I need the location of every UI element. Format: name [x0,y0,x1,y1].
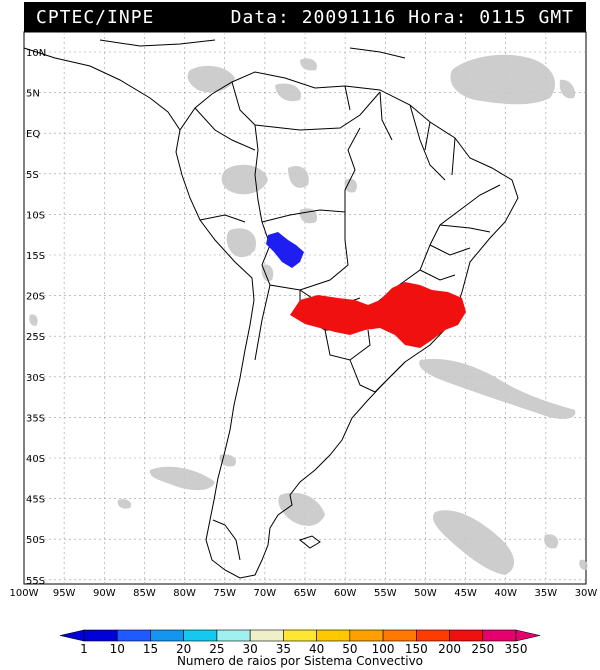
colorbar-tick-label: 10 [110,642,125,656]
lat-label: 15S [26,251,45,262]
colorbar-arrow-right [515,629,541,642]
colorbar-arrow-left [59,629,85,642]
colorbar-tick-label: 15 [143,642,158,656]
colorbar-ticks: 1 10 15 20 25 30 35 40 50 100 150 200 250 350 [80,642,527,656]
colorbar-swatch [116,629,151,642]
lon-label: 55W [374,588,397,599]
lon-label: 70W [254,588,277,599]
lon-label: 90W [93,588,116,599]
colorbar-tick-label: 50 [342,642,357,656]
lon-label: 50W [414,588,437,599]
timezone-label: GMT [538,7,574,28]
datetime-label: Data: 20091116 Hora: 0115 GMT [231,7,574,28]
lat-label: 10S [26,210,45,221]
coastlines-and-borders [23,39,519,579]
lat-label: 50S [26,535,45,546]
colorbar-swatch [283,629,317,642]
lat-label: 55S [26,576,45,587]
lon-label: 65W [294,588,317,599]
colorbar-tick-label: 35 [276,642,291,656]
colorbar-swatch [349,629,384,642]
colorbar-tick-label: 20 [176,642,191,656]
latitude-labels: 10N 5N EQ 5S 10S 15S 20S 25S 30S 35S 40S 45S 50S 55S [26,48,46,587]
colorbar-title: Numero de raios por Sistema Convectivo [176,654,424,668]
source-label: CPTEC/INPE [36,7,155,28]
colorbar-tick-label: 40 [309,642,324,656]
lon-label: 60W [334,588,357,599]
lat-label: EQ [26,129,40,140]
lat-label: 20S [26,292,45,303]
lat-label: 35S [26,413,45,424]
lat-label: 5S [26,170,39,181]
colorbar: 1 10 15 20 25 30 35 40 50 100 150 200 250 350 [59,629,541,656]
colorbar-swatch [249,629,284,642]
colorbar-tick-label: 350 [505,642,528,656]
lon-label: 40W [494,588,517,599]
lon-label: 45W [454,588,477,599]
lat-label: 5N [26,89,40,100]
map-canvas: 10N5NEQ5S10S15S20S25S30S35S40S45S50S55S … [10,31,598,599]
colorbar-swatch [416,629,450,642]
colorbar-swatch [150,629,184,642]
lon-label: 35W [535,588,558,599]
colorbar-swatches [59,629,541,642]
convective-system-low [266,232,304,268]
convective-system-high [290,282,466,348]
lon-label: 100W [10,588,39,599]
colorbar-swatch [183,629,218,642]
lat-label: 45S [26,495,45,506]
longitude-labels: 100W 95W 90W 85W 80W 75W 70W 65W 60W 55W 50W 45W 40W… [10,588,598,599]
lat-label: 30S [26,373,45,384]
lon-label: 80W [173,588,196,599]
date-value: 20091116 [301,7,397,28]
colorbar-swatch [382,629,417,642]
lon-label: 30W [575,588,598,599]
hour-label: Hora: [408,7,468,28]
colorbar-swatch [216,629,251,642]
lon-label: 85W [133,588,156,599]
colorbar-tick-label: 100 [372,642,395,656]
lat-label: 40S [26,454,45,465]
colorbar-tick-label: 150 [405,642,428,656]
south-america-outline [175,71,519,579]
colorbar-tick-label: 1 [80,642,88,656]
lat-label: 25S [26,332,45,343]
colorbar-tick-label: 30 [243,642,258,656]
lon-label: 95W [53,588,76,599]
colorbar-tick-label: 200 [438,642,461,656]
lon-label: 75W [213,588,236,599]
colorbar-swatch [83,629,118,642]
colorbar-swatch [449,629,484,642]
hour-value: 0115 [479,7,527,28]
map-header: CPTEC/INPE Data: 20091116 Hora: 0115 GMT [24,2,586,32]
colorbar-tick-label: 250 [471,642,494,656]
colorbar-tick-label: 25 [209,642,224,656]
colorbar-swatch [316,629,351,642]
date-label: Data: [230,7,290,28]
lat-label: 10N [26,48,46,59]
colorbar-swatch [482,629,517,642]
